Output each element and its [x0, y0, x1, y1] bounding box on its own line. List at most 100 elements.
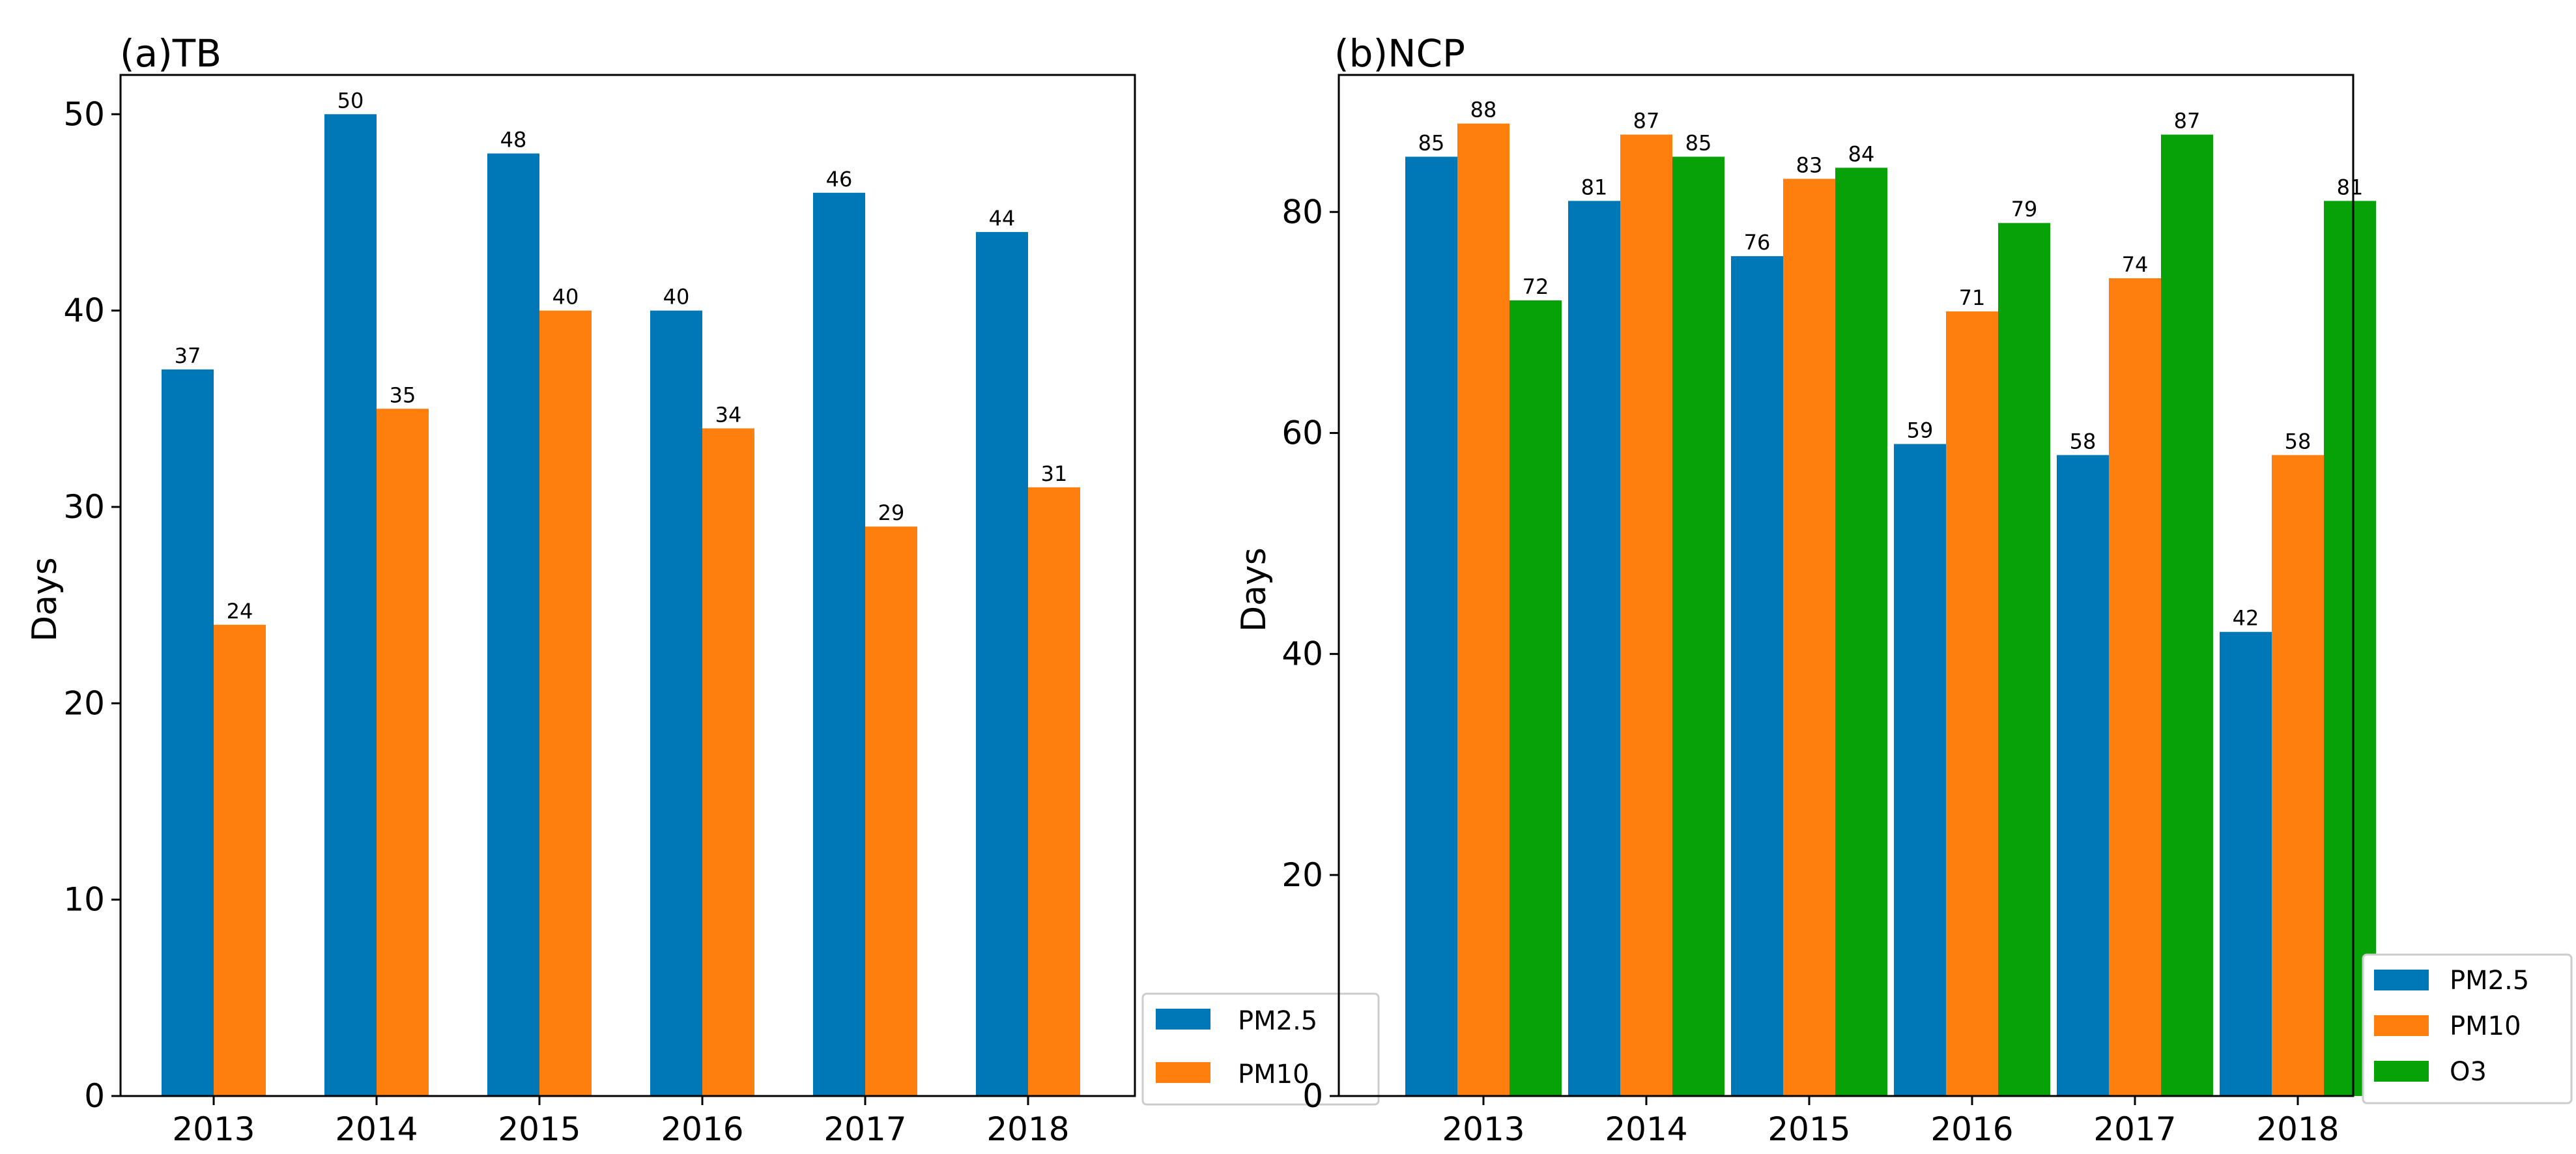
data-label: 31	[1041, 461, 1068, 486]
data-label: 50	[337, 88, 364, 113]
data-label: 72	[1523, 274, 1549, 299]
x-tick-label: 2017	[2093, 1110, 2176, 1148]
x-tick-label: 2014	[335, 1110, 418, 1148]
data-label: 40	[552, 285, 579, 310]
legend-swatch-pm10	[2374, 1015, 2429, 1036]
bar-o3-2014	[1672, 156, 1724, 1097]
plot-border	[1338, 74, 2354, 1097]
bar-pm10-2018	[2272, 455, 2324, 1096]
y-tick-label: 80	[1281, 193, 1323, 231]
bar-pm10-2015	[1783, 179, 1835, 1096]
y-tick-label: 40	[1281, 635, 1323, 673]
legend-swatch-o3	[2374, 1061, 2429, 1082]
x-tick-label: 2014	[1605, 1110, 1687, 1148]
bar-pm10-2015	[539, 310, 592, 1097]
legend-ncp: PM2.5 PM10 O3	[2362, 953, 2573, 1104]
x-axis-ticks: 2013 2014 2015 2016 2017 2018	[1442, 1096, 2340, 1148]
bar-pm25-2015	[487, 153, 539, 1097]
bar-pm25-2015	[1731, 256, 1783, 1097]
plot-frame	[119, 74, 1136, 1097]
data-label: 74	[2122, 252, 2149, 277]
x-tick-label: 2015	[1767, 1110, 1850, 1148]
chart-title: (b)NCP	[1334, 31, 1465, 76]
chart-title: (a)TB	[120, 31, 222, 76]
legend-swatch-pm25	[1156, 1009, 1210, 1030]
data-label: 84	[1848, 141, 1875, 166]
legend-label-pm10: PM10	[1238, 1060, 1309, 1089]
legend-tb: PM2.5 PM10	[1141, 992, 1380, 1106]
data-label: 42	[2233, 606, 2259, 631]
bar-pm10-2018	[1028, 487, 1080, 1096]
x-tick-label: 2018	[2256, 1110, 2339, 1148]
data-label: 59	[1907, 418, 1934, 442]
data-labels: 37 24 50 35 48 40 40 34 46 29 44 31	[175, 88, 1068, 624]
plot-frame	[1338, 74, 2354, 1097]
data-label: 81	[1581, 175, 1608, 199]
bar-pm25-2013	[162, 369, 214, 1096]
legend-label-o3: O3	[2450, 1057, 2487, 1087]
x-tick-label: 2016	[1930, 1110, 2013, 1148]
x-tick-label: 2016	[661, 1110, 743, 1148]
x-tick-label: 2017	[823, 1110, 906, 1148]
data-label: 40	[663, 285, 690, 310]
bar-o3-2017	[2161, 134, 2213, 1097]
data-label: 48	[500, 128, 527, 152]
data-label: 85	[1685, 130, 1712, 155]
bar-pm10-2016	[1946, 311, 1998, 1096]
bar-o3-2013	[1510, 300, 1562, 1096]
x-tick-label: 2018	[986, 1110, 1069, 1148]
y-axis-label: Days	[25, 557, 64, 642]
data-labels: 85 88 72 81 87 85 76 83 84 59 71 79 58 74 87 42 58 81	[1418, 98, 2364, 631]
legend-swatch-pm25	[2374, 970, 2429, 990]
bar-pm10-2013	[1457, 123, 1510, 1097]
data-label: 81	[2337, 175, 2364, 199]
data-label: 24	[227, 599, 253, 624]
bar-pm25-2016	[650, 310, 702, 1097]
y-axis-ticks: 0 10 20 30 40 50	[63, 95, 121, 1115]
bar-pm25-2017	[813, 192, 865, 1097]
bar-pm10-2016	[702, 428, 754, 1096]
data-label: 87	[2174, 109, 2201, 134]
data-label: 88	[1470, 98, 1497, 123]
data-label: 76	[1744, 230, 1771, 255]
plot-border	[119, 74, 1136, 1097]
bars	[1405, 123, 2376, 1097]
data-label: 34	[715, 402, 742, 427]
y-tick-label: 10	[63, 881, 105, 919]
bar-o3-2016	[1998, 223, 2050, 1097]
bar-pm25-2013	[1405, 156, 1457, 1097]
chart-panel-ncp: (b)NCP Days 85 88 72 81 87 85 76 83 84 59 71 79 58 74…	[1235, 31, 2376, 1148]
data-label: 58	[2285, 429, 2311, 454]
bars	[162, 114, 1080, 1097]
x-tick-label: 2013	[172, 1110, 255, 1148]
y-tick-label: 50	[63, 95, 105, 133]
y-tick-label: 60	[1281, 414, 1323, 452]
data-label: 79	[2011, 197, 2038, 222]
legend-label-pm25: PM2.5	[2450, 966, 2529, 996]
bar-pm10-2017	[2109, 278, 2161, 1096]
data-label: 35	[390, 382, 416, 407]
legend-label-pm10: PM10	[2450, 1011, 2521, 1041]
y-tick-label: 20	[1281, 856, 1323, 894]
y-tick-label: 20	[63, 684, 105, 722]
y-tick-label: 40	[63, 292, 105, 330]
legend-label-pm25: PM2.5	[1238, 1006, 1317, 1036]
y-tick-label: 30	[63, 488, 105, 526]
bar-pm10-2014	[377, 409, 429, 1096]
bar-pm25-2014	[1568, 201, 1620, 1096]
x-tick-label: 2015	[498, 1110, 580, 1148]
bar-pm25-2014	[324, 114, 377, 1096]
legend-swatch-pm10	[1156, 1062, 1210, 1083]
data-label: 83	[1796, 152, 1823, 177]
data-label: 46	[826, 167, 853, 192]
y-tick-label: 0	[84, 1077, 105, 1115]
bar-o3-2018	[2324, 201, 2376, 1096]
bar-pm10-2013	[214, 624, 266, 1096]
bar-pm25-2016	[1894, 444, 1946, 1096]
chart-panel-tb: (a)TB Days 37 24 50 35 48 40 40 34 46 29 44 31 0 10 2…	[25, 31, 1136, 1148]
data-label: 85	[1418, 130, 1445, 155]
y-axis-label: Days	[1235, 547, 1274, 632]
data-label: 71	[1959, 285, 1986, 310]
bar-pm25-2018	[2220, 631, 2272, 1096]
